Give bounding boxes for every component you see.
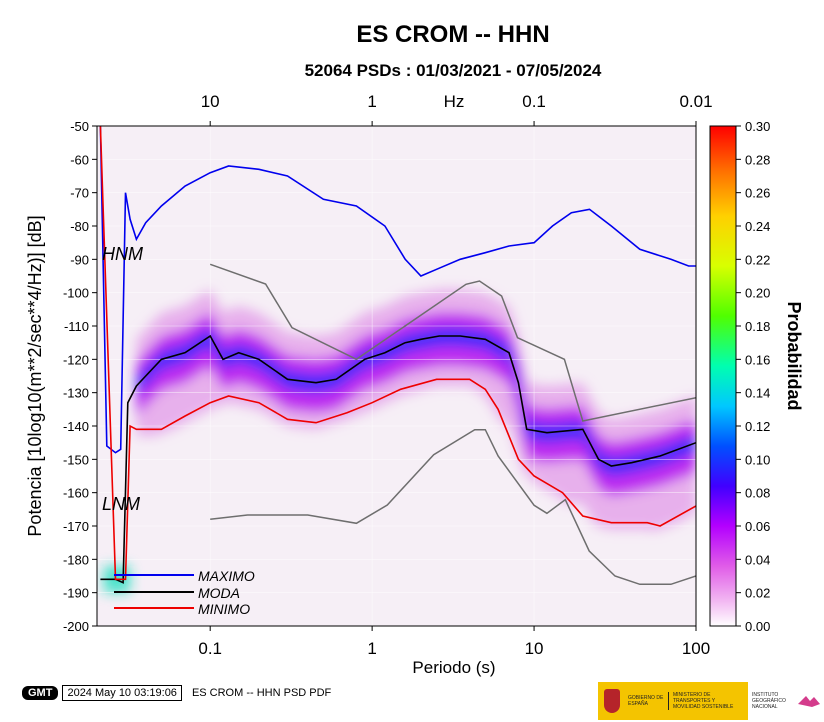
y-tick-label: -130 <box>63 386 89 401</box>
y-tick-label: -110 <box>64 319 89 334</box>
colorbar <box>709 125 737 627</box>
psd-chart: ES CROM -- HHN 52064 PSDs : 01/03/2021 -… <box>25 21 804 677</box>
legend-label-minimo: MINIMO <box>198 601 250 617</box>
timestamp: 2024 May 10 03:19:06 <box>62 685 182 701</box>
gov-name: GOBIERNO DE ESPAÑA <box>628 695 664 707</box>
colorbar-tick-label: 0.18 <box>745 319 770 334</box>
y-tick-label: -140 <box>63 419 89 434</box>
x-tick-label: 10 <box>525 639 544 658</box>
series-line-maximo <box>99 126 696 454</box>
colorbar-tick-label: 0.20 <box>745 286 770 301</box>
colorbar-tick-label: 0.08 <box>745 486 770 501</box>
colorbar-tick-label: 0.26 <box>745 186 770 201</box>
colorbar-tick-label: 0.30 <box>745 119 770 134</box>
colorbar-tick-label: 0.16 <box>745 352 770 367</box>
annotation-hnm: HNM <box>102 244 143 264</box>
annotation-lnm: LNM <box>102 494 140 514</box>
gmt-logo: GMT <box>22 686 59 700</box>
legend: MAXIMO MODA MINIMO <box>114 568 255 617</box>
series-line-moda <box>100 334 696 584</box>
ign-logo: INSTITUTO GEOGRÁFICO NACIONAL <box>748 682 822 720</box>
top-axis-unit: Hz <box>444 92 465 111</box>
y-tick-label: -190 <box>63 586 89 601</box>
x-tick-label: 100 <box>682 639 710 658</box>
colorbar-tick-label: 0.22 <box>745 252 770 267</box>
top-tick-label: 10 <box>201 92 220 111</box>
top-tick-label: 1 <box>367 92 376 111</box>
footer: GMT 2024 May 10 03:19:06 ES CROM -- HHN … <box>22 684 331 702</box>
density-band-core <box>136 327 696 476</box>
colorbar-tick-label: 0.24 <box>745 219 770 234</box>
legend-label-maximo: MAXIMO <box>198 568 255 584</box>
plot-frame <box>96 125 697 627</box>
y-tick-label: -70 <box>70 186 89 201</box>
y-tick-label: -50 <box>70 119 89 134</box>
y-tick-label: -150 <box>63 452 89 467</box>
colorbar-label: Probabilidad <box>784 301 804 410</box>
colorbar-tick-label: 0.28 <box>745 152 770 167</box>
colorbar-tick-label: 0.10 <box>745 452 770 467</box>
colorbar-tick-label: 0.04 <box>745 552 770 567</box>
y-tick-label: -170 <box>63 519 89 534</box>
colorbar-tick-label: 0.14 <box>745 386 770 401</box>
y-tick-label: -60 <box>70 152 89 167</box>
legend-label-moda: MODA <box>198 585 240 601</box>
series-line-lnm <box>210 428 696 586</box>
x-axis-label: Periodo (s) <box>412 658 495 677</box>
grid <box>97 125 697 627</box>
government-logos: GOBIERNO DE ESPAÑA MINISTERIO DE TRANSPO… <box>598 682 822 720</box>
y-tick-label: -100 <box>63 286 89 301</box>
colorbar-tick-label: 0.06 <box>745 519 770 534</box>
top-tick-label: 0.01 <box>679 92 712 111</box>
coat-of-arms-icon <box>604 689 620 713</box>
colorbar-tick-label: 0.02 <box>745 586 770 601</box>
footer-caption: ES CROM -- HHN PSD PDF <box>191 687 332 699</box>
colorbar-tick-label: 0.00 <box>745 619 770 634</box>
y-tick-label: -90 <box>70 252 89 267</box>
y-tick-label: -200 <box>63 619 89 634</box>
y-axis-label: Potencia [10log10(m**2/sec**4/Hz)] [dB] <box>25 215 45 536</box>
chart-subtitle: 52064 PSDs : 01/03/2021 - 07/05/2024 <box>305 61 602 80</box>
series-line-hnm <box>209 263 696 422</box>
ign-name: INSTITUTO GEOGRÁFICO NACIONAL <box>752 692 786 710</box>
y-tick-label: -180 <box>63 552 89 567</box>
y-tick-label: -120 <box>63 352 89 367</box>
y-tick-label: -160 <box>63 486 89 501</box>
chart-title: ES CROM -- HHN <box>356 21 549 48</box>
density-band-middle <box>136 312 696 496</box>
colorbar-tick-label: 0.12 <box>745 419 770 434</box>
top-tick-label: 0.1 <box>522 92 546 111</box>
x-tick-label: 0.1 <box>198 639 222 658</box>
y-tick-label: -80 <box>70 219 89 234</box>
x-tick-label: 1 <box>367 639 376 658</box>
ign-mark-icon <box>798 696 820 707</box>
ministry-name: MINISTERIO DE TRANSPORTES Y MOVILIDAD SO… <box>668 692 747 710</box>
series-line-minimo <box>99 126 696 581</box>
